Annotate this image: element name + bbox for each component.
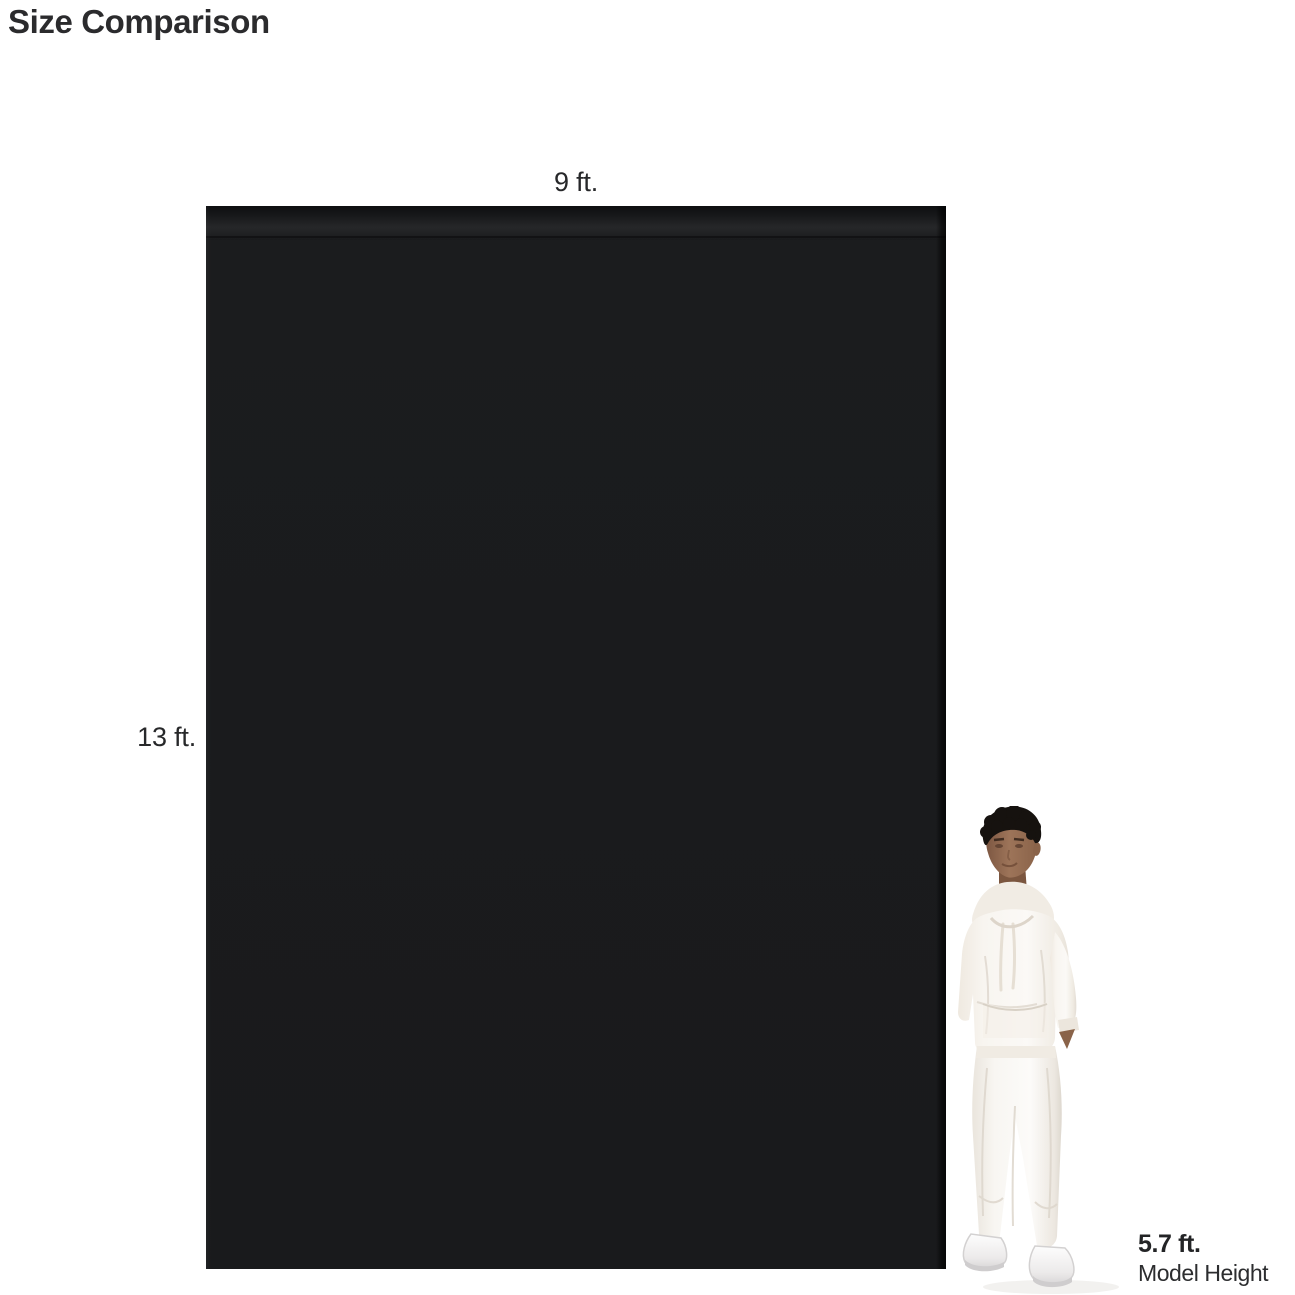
product-right-edge-shadow (936, 206, 946, 1269)
model-right-cuff (1058, 1017, 1079, 1033)
model-figure (955, 806, 1145, 1295)
model-mouth (1001, 862, 1018, 868)
model-hoodie-pocket-seam (982, 1003, 1048, 1011)
model-right-sleeve (1050, 932, 1077, 1028)
model-hoodie-neckline (989, 914, 1035, 929)
product-silhouette (206, 206, 946, 1269)
model-right-shoe (1028, 1245, 1075, 1285)
model-nose (1007, 849, 1011, 861)
model-hoodie-pocket (983, 1002, 1047, 1038)
dimension-height-label: 13 ft. (137, 722, 196, 752)
model-eyebrows (993, 837, 1025, 842)
product-top-seam (206, 236, 946, 238)
model-height-label: Model Height (1138, 1260, 1269, 1286)
model-ear (1033, 841, 1041, 856)
model-right-shoe-sole (1033, 1276, 1072, 1288)
model-height-value: 5.7 ft. (1138, 1230, 1201, 1258)
model-sweatpants (972, 1046, 1062, 1249)
model-pants-waistband (976, 1046, 1056, 1058)
dimension-width-label: 9 ft. (553, 167, 599, 197)
product-body-shading (206, 240, 946, 1269)
model-face-features (995, 844, 1023, 848)
model-hair-curls (980, 806, 1041, 840)
page-title: Size Comparison (8, 3, 270, 40)
model-left-shoe (962, 1233, 1008, 1269)
model-left-shoe-sole (965, 1260, 1004, 1272)
model-pants-folds (978, 1067, 1058, 1227)
model-drawstrings (999, 922, 1016, 992)
product-top-highlight (206, 206, 946, 240)
product-left-edge (206, 206, 211, 1269)
model-height-caption: 5.7 ft. Model Height (1138, 1232, 1295, 1285)
model-right-hand (1059, 1029, 1075, 1049)
